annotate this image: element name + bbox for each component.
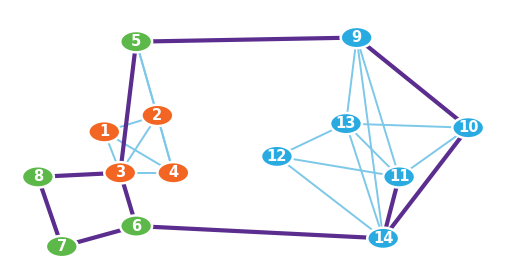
Text: 1: 1 [99, 124, 110, 139]
Ellipse shape [46, 236, 78, 257]
Ellipse shape [120, 215, 152, 237]
Ellipse shape [120, 31, 152, 52]
Text: 13: 13 [336, 116, 356, 131]
Text: 10: 10 [458, 120, 479, 135]
Ellipse shape [88, 121, 120, 143]
Ellipse shape [158, 162, 189, 183]
Ellipse shape [141, 105, 173, 126]
Ellipse shape [452, 117, 484, 138]
Text: 2: 2 [152, 108, 162, 123]
Text: 7: 7 [57, 239, 67, 254]
Ellipse shape [261, 146, 293, 167]
Text: 5: 5 [131, 34, 141, 49]
Ellipse shape [383, 166, 415, 188]
Text: 8: 8 [33, 169, 43, 184]
Text: 9: 9 [351, 30, 362, 45]
Ellipse shape [330, 113, 362, 134]
Text: 11: 11 [389, 169, 409, 184]
Text: 14: 14 [373, 231, 394, 246]
Text: 6: 6 [131, 219, 141, 234]
Ellipse shape [22, 166, 54, 188]
Text: 4: 4 [168, 165, 179, 180]
Text: 3: 3 [115, 165, 125, 180]
Ellipse shape [341, 27, 373, 48]
Ellipse shape [367, 228, 399, 249]
Text: 12: 12 [267, 149, 287, 164]
Ellipse shape [104, 162, 136, 183]
